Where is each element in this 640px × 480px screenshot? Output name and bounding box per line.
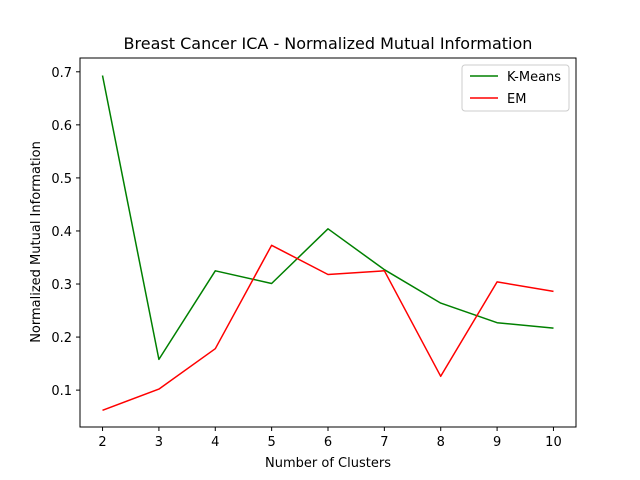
x-tick-label: 4: [211, 435, 219, 450]
y-tick-label: 0.4: [51, 225, 72, 240]
y-tick-label: 0.2: [51, 331, 72, 346]
chart-title: Breast Cancer ICA - Normalized Mutual In…: [124, 34, 533, 53]
legend: K-Means EM: [461, 64, 570, 112]
legend-label: K-Means: [507, 70, 561, 85]
legend-label: EM: [507, 92, 526, 107]
y-tick-label: 0.1: [51, 384, 72, 399]
x-tick-label: 6: [324, 435, 332, 450]
series-line-em: [102, 244, 554, 412]
y-axis: 0.1 0.2 0.3 0.4 0.5 0.6 0.7: [51, 66, 80, 399]
x-tick-label: 7: [380, 435, 388, 450]
x-axis-label: Number of Clusters: [265, 456, 391, 471]
x-axis: 2 3 4 5 6 7 8 9 10: [98, 427, 562, 450]
y-tick-label: 0.7: [51, 66, 72, 81]
series-lines: [101, 75, 554, 412]
x-tick-label: 2: [98, 435, 106, 450]
y-axis-label: Normalized Mutual Information: [29, 141, 44, 343]
axes-frame: [79, 57, 577, 428]
y-tick-label: 0.6: [51, 119, 72, 134]
x-tick-label: 9: [493, 435, 501, 450]
x-tick-label: 10: [545, 435, 562, 450]
x-tick-label: 3: [155, 435, 163, 450]
y-tick-label: 0.5: [51, 172, 72, 187]
plot-area-border: [79, 57, 577, 428]
x-tick-label: 8: [437, 435, 445, 450]
y-tick-label: 0.3: [51, 278, 72, 293]
series-line-k-means: [101, 75, 554, 361]
x-tick-label: 5: [267, 435, 275, 450]
